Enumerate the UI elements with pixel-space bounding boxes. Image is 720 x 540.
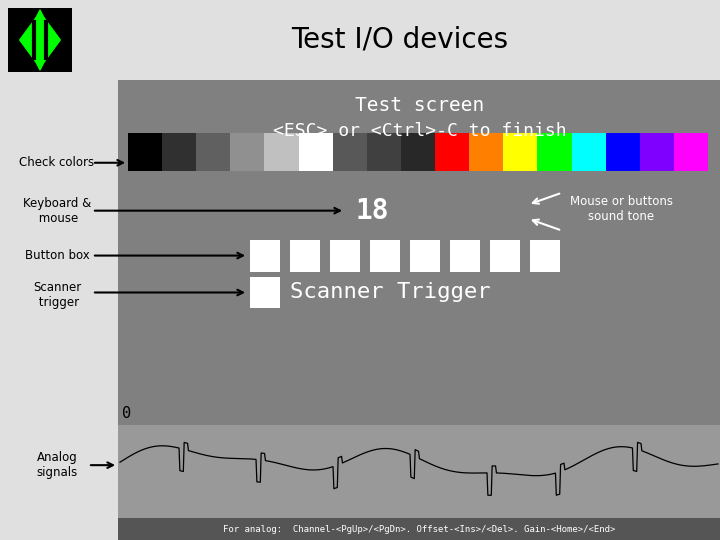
Polygon shape	[30, 50, 50, 70]
Bar	[250, 276, 280, 308]
Bar	[450, 240, 480, 272]
Bar	[250, 240, 280, 272]
Bar	[8, 8, 72, 72]
Bar	[401, 133, 435, 171]
Text: 0: 0	[122, 406, 131, 421]
Bar	[330, 240, 360, 272]
Bar	[128, 133, 162, 171]
Text: For analog:  Channel-<PgUp>/<PgDn>. Offset-<Ins>/<Del>. Gain-<Home>/<End>: For analog: Channel-<PgUp>/<PgDn>. Offse…	[222, 524, 615, 534]
Bar	[118, 80, 720, 485]
Bar	[537, 133, 572, 171]
Text: Scanner Trigger: Scanner Trigger	[290, 282, 490, 302]
Bar	[435, 133, 469, 171]
Bar	[674, 133, 708, 171]
Bar	[503, 133, 537, 171]
Text: Mouse or buttons
sound tone: Mouse or buttons sound tone	[570, 194, 673, 222]
Bar	[230, 133, 264, 171]
Bar	[530, 240, 560, 272]
Bar	[118, 425, 720, 540]
Polygon shape	[30, 10, 50, 30]
Bar	[606, 133, 640, 171]
Text: 18: 18	[355, 197, 389, 225]
Text: Button box: Button box	[24, 249, 89, 262]
Text: Scanner
 trigger: Scanner trigger	[33, 281, 81, 309]
Bar	[410, 240, 440, 272]
Bar	[290, 240, 320, 272]
Text: Keyboard &
 mouse: Keyboard & mouse	[23, 197, 91, 225]
Bar	[162, 133, 197, 171]
Text: Check colors: Check colors	[19, 156, 94, 169]
Bar	[366, 133, 401, 171]
Bar	[197, 133, 230, 171]
Text: Test screen: Test screen	[356, 96, 485, 116]
Bar	[333, 133, 366, 171]
Bar	[640, 133, 674, 171]
Text: <ESC> or <Ctrl>-C to finish: <ESC> or <Ctrl>-C to finish	[273, 122, 567, 140]
Bar	[572, 133, 606, 171]
Bar	[118, 518, 720, 540]
Bar	[299, 133, 333, 171]
Bar	[469, 133, 503, 171]
Polygon shape	[18, 10, 62, 70]
Bar	[264, 133, 299, 171]
Bar	[490, 240, 520, 272]
Text: Test I/O devices: Test I/O devices	[292, 26, 508, 54]
Bar	[370, 240, 400, 272]
Text: Analog
signals: Analog signals	[37, 451, 78, 479]
